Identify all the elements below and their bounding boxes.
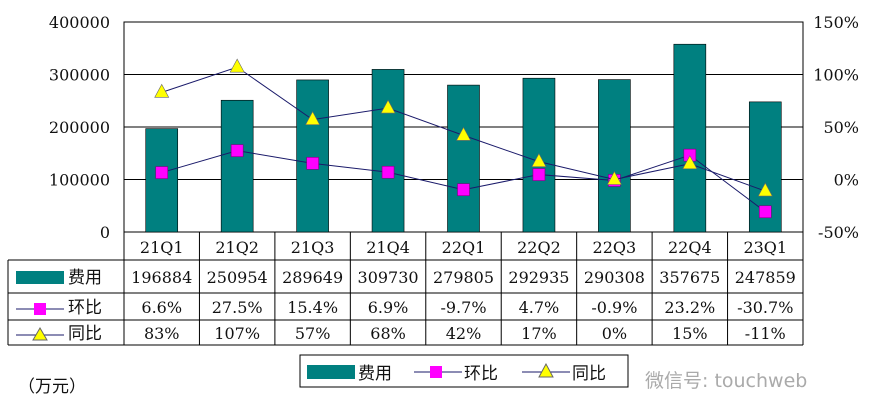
table-cell: 15% [672,324,708,343]
table-cell: 279805 [433,268,494,287]
marker-同比-7 [682,155,698,170]
table-cell: -9.7% [440,298,486,317]
table-cell: 83% [144,324,180,343]
row-header: 费用 [68,268,102,288]
marker-同比-4 [455,126,472,141]
marker-环比-2 [306,157,319,170]
table-cell: -11% [745,324,786,343]
marker-同比-5 [531,153,547,167]
legend-triangle [538,362,554,378]
bar-22Q4 [673,43,707,233]
unit-label: （万元） [18,377,86,397]
table-cell: -0.9% [591,298,637,317]
marker-同比-6 [606,170,622,185]
table-cell: 107% [214,324,260,343]
watermark: 微信号: touchweb [645,370,807,392]
table-cell: 196884 [131,268,192,287]
table-cell: 17% [521,324,557,343]
legend-label: 同比 [572,364,606,384]
legend-label: 环比 [464,364,498,384]
left-tick-label: 200000 [49,118,110,137]
table-cell: 247859 [735,268,796,287]
left-tick-label: 300000 [49,66,110,85]
legend-square [430,366,442,378]
right-tick-label: 50% [823,118,859,137]
legend-key-triangle [32,327,48,341]
marker-环比-3 [381,165,395,179]
category-label: 23Q1 [743,238,787,257]
left-tick-label: 0 [100,223,110,242]
bar-21Q2 [220,99,254,233]
table-cell: 292935 [508,268,569,287]
table-cell: 6.9% [368,298,409,317]
category-label: 21Q2 [215,238,259,257]
bar-21Q4 [371,69,405,233]
marker-环比-0 [155,166,169,179]
row-header: 同比 [68,324,102,344]
right-tick-label: 0% [834,171,859,190]
table-cell: 0% [602,324,627,343]
right-tick-label: 150% [813,13,859,32]
left-tick-label: 400000 [49,13,110,32]
bar-21Q3 [296,79,329,233]
category-label: 22Q3 [593,238,637,257]
bar-21Q1 [145,128,179,233]
right-tick-label: 100% [813,66,859,85]
marker-同比-1 [229,58,245,73]
marker-环比-8 [758,205,772,219]
marker-同比-0 [154,83,170,98]
table-cell: 6.6% [141,298,182,317]
legend-bar-key [307,365,355,379]
legend-label: 费用 [358,364,392,384]
marker-同比-3 [380,99,396,114]
table-cell: -30.7% [737,298,793,317]
table-cell: 250954 [207,268,268,287]
table-cell: 290308 [584,268,645,287]
table-cell: 289649 [282,268,343,287]
table-cell: 27.5% [212,298,263,317]
category-label: 22Q4 [668,238,712,257]
row-header: 环比 [68,298,102,318]
bar-22Q1 [447,84,480,233]
marker-同比-8 [757,182,773,197]
left-tick-label: 100000 [49,171,110,190]
category-label: 21Q4 [366,238,410,257]
category-label: 21Q1 [140,238,184,257]
table-cell: 42% [446,324,482,343]
legend-key-bar [16,271,64,284]
table-cell: 309730 [358,268,419,287]
marker-同比-2 [305,111,321,125]
table-cell: 15.4% [287,298,338,317]
category-label: 22Q1 [442,238,486,257]
table-cell: 4.7% [519,298,560,317]
marker-环比-1 [230,144,244,157]
category-label: 22Q2 [517,238,561,257]
category-label: 21Q3 [291,238,335,257]
bar-22Q3 [598,79,631,233]
table-cell: 68% [370,324,406,343]
right-tick-label: -50% [818,223,859,242]
table-cell: 23.2% [664,298,715,317]
table-cell: 57% [295,324,331,343]
legend-key-square [34,303,46,315]
table-cell: 357675 [659,268,720,287]
marker-环比-4 [457,183,470,196]
marker-环比-5 [532,168,546,181]
